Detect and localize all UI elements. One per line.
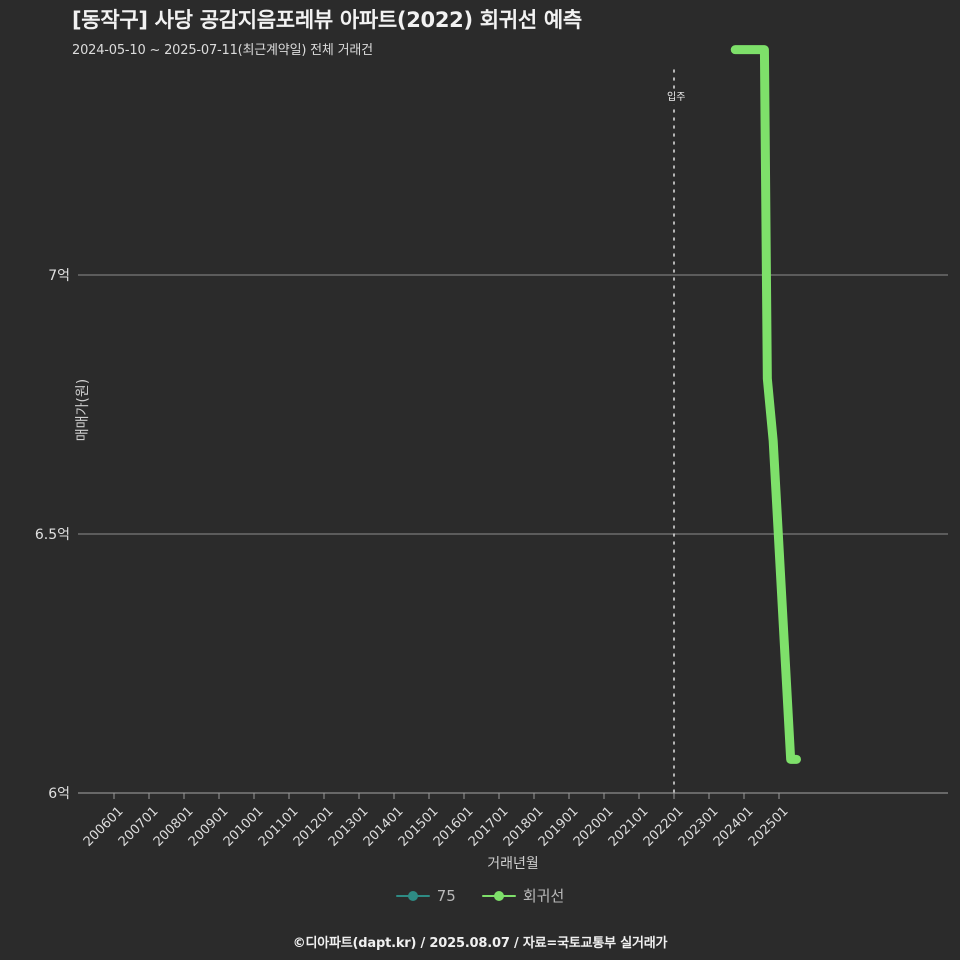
legend-dot: [493, 890, 504, 901]
series-line: [730, 45, 801, 764]
y-axis-tick-label: 6억: [48, 786, 70, 802]
y-axis-tick-label: 7억: [48, 268, 70, 284]
plot-area: 7억 6.5억 6억 200601 200701 200801 200901 201001 2…: [35, 45, 948, 872]
move-in-marker-label: 입주: [667, 91, 686, 105]
series-lines: [730, 45, 801, 764]
legend-swatch-icon: [481, 889, 516, 903]
legend-swatch-icon: [395, 889, 430, 903]
legend-dot: [407, 890, 418, 901]
legend-item[interactable]: 회귀선: [481, 885, 565, 906]
y-axis-title: 매매가(원): [75, 378, 91, 442]
chart-footer: ©디아파트(dapt.kr) / 2025.08.07 / 자료=국토교통부 실…: [292, 936, 668, 951]
chart-title: [동작구] 사당 공감지음포레뷰 아파트(2022) 회귀선 예측: [72, 8, 582, 32]
x-axis-title: 거래년월: [487, 856, 539, 872]
legend-label: 75: [436, 886, 456, 905]
chart-subtitle: 2024-05-10 ~ 2025-07-11(최근계약일) 전체 거래건: [72, 43, 373, 59]
x-axis-ticks: [113, 793, 780, 799]
legend-label: 회귀선: [522, 887, 565, 905]
plot-canvas: [78, 45, 948, 799]
y-axis-tick-label: 6.5억: [34, 527, 70, 543]
chart-header: [동작구] 사당 공감지음포레뷰 아파트(2022) 회귀선 예측 2024-0…: [72, 6, 932, 58]
legend-item[interactable]: 75: [395, 886, 456, 905]
gridlines: [78, 274, 948, 794]
chart-legend: 75 회귀선: [0, 885, 960, 906]
